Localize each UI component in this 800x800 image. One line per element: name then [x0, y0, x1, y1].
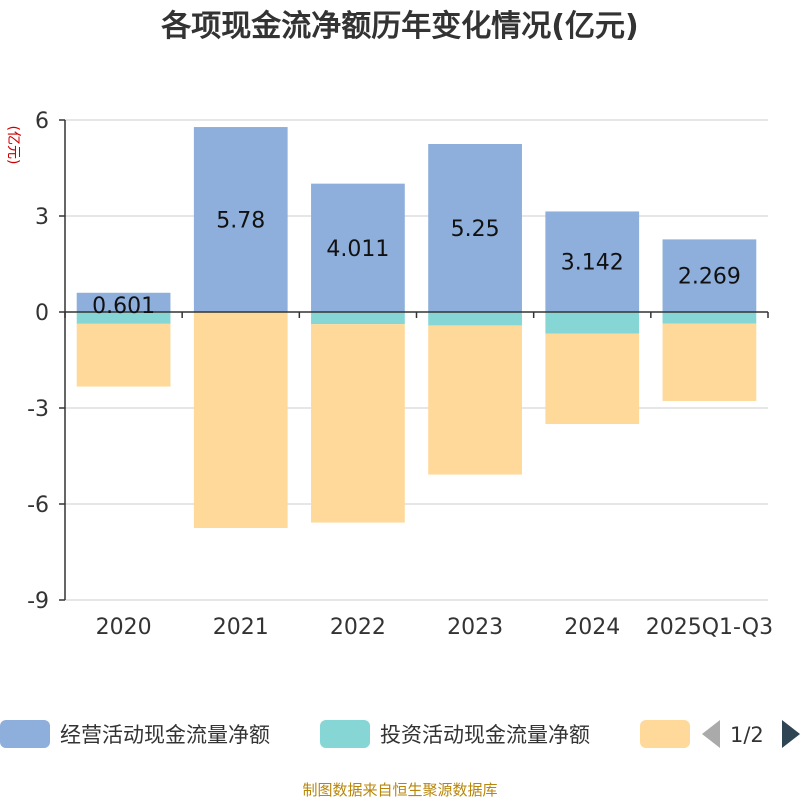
bar-2024-series-2: [545, 333, 640, 424]
y-tick-label: 3: [35, 205, 49, 230]
bar-2025Q1-Q3-series-0: [662, 239, 757, 312]
data-label: 0.601: [92, 294, 155, 319]
bar-2021-series-0: [193, 127, 288, 312]
y-tick-label: 0: [35, 301, 49, 326]
chart-title: 各项现金流净额历年变化情况(亿元): [160, 9, 638, 44]
data-label: 5.78: [216, 209, 265, 234]
bar-2023-series-2: [428, 325, 522, 475]
legend-swatch-operating[interactable]: [0, 720, 50, 748]
y-tick-label: 6: [35, 109, 49, 134]
legend: 经营活动现金流量净额 投资活动现金流量净额 1/2: [0, 720, 800, 748]
x-tick-label: 2023: [447, 615, 503, 640]
data-label: 4.011: [326, 237, 389, 262]
bar-2024-series-0: [545, 211, 640, 312]
x-tick-label: 2024: [564, 615, 620, 640]
bar-2025Q1-Q3-series-1: [662, 312, 757, 324]
bar-2023-series-0: [428, 144, 522, 312]
bar-2022-series-1: [311, 312, 405, 325]
bar-2020-series-1: [76, 312, 171, 324]
data-label: 3.142: [561, 251, 624, 276]
x-tick-label: 2025Q1-Q3: [646, 615, 773, 640]
axes-group: 6 3 0 -3 -6 -9 2020 2021 2022 2023 2024 2025Q1-Q3: [27, 109, 773, 640]
triangle-left-icon[interactable]: [702, 720, 720, 748]
bar-2020-series-0: [76, 292, 171, 312]
bars-group: [76, 127, 757, 528]
data-label: 2.269: [678, 265, 741, 290]
legend-swatch-investing[interactable]: [320, 720, 370, 748]
x-tick-label: 2020: [96, 615, 152, 640]
bar-2024-series-1: [545, 312, 640, 334]
y-tick-label: -9: [27, 589, 49, 614]
source-note: 制图数据来自恒生聚源数据库: [302, 781, 497, 799]
x-tick-label: 2022: [330, 615, 386, 640]
data-label: 5.25: [451, 217, 500, 242]
bar-2022-series-2: [311, 324, 405, 523]
legend-label-operating[interactable]: 经营活动现金流量净额: [60, 723, 270, 747]
gridlines: [65, 119, 768, 601]
bar-2022-series-0: [311, 183, 405, 312]
legend-swatch-financing[interactable]: [640, 720, 690, 748]
bar-2025Q1-Q3-series-2: [662, 323, 757, 401]
data-labels-group: 0.601 5.78 4.011 5.25 3.142 2.269: [92, 209, 741, 319]
bar-2023-series-1: [428, 312, 522, 326]
bar-2020-series-2: [76, 323, 171, 387]
bar-2021-series-2: [193, 312, 288, 528]
legend-label-investing[interactable]: 投资活动现金流量净额: [380, 723, 590, 747]
x-tick-label: 2021: [213, 615, 269, 640]
triangle-right-icon[interactable]: [782, 720, 800, 748]
y-axis-label: (亿元): [5, 126, 21, 165]
y-tick-label: -6: [27, 493, 49, 518]
y-tick-label: -3: [27, 397, 49, 422]
legend-page-indicator: 1/2: [730, 723, 764, 747]
